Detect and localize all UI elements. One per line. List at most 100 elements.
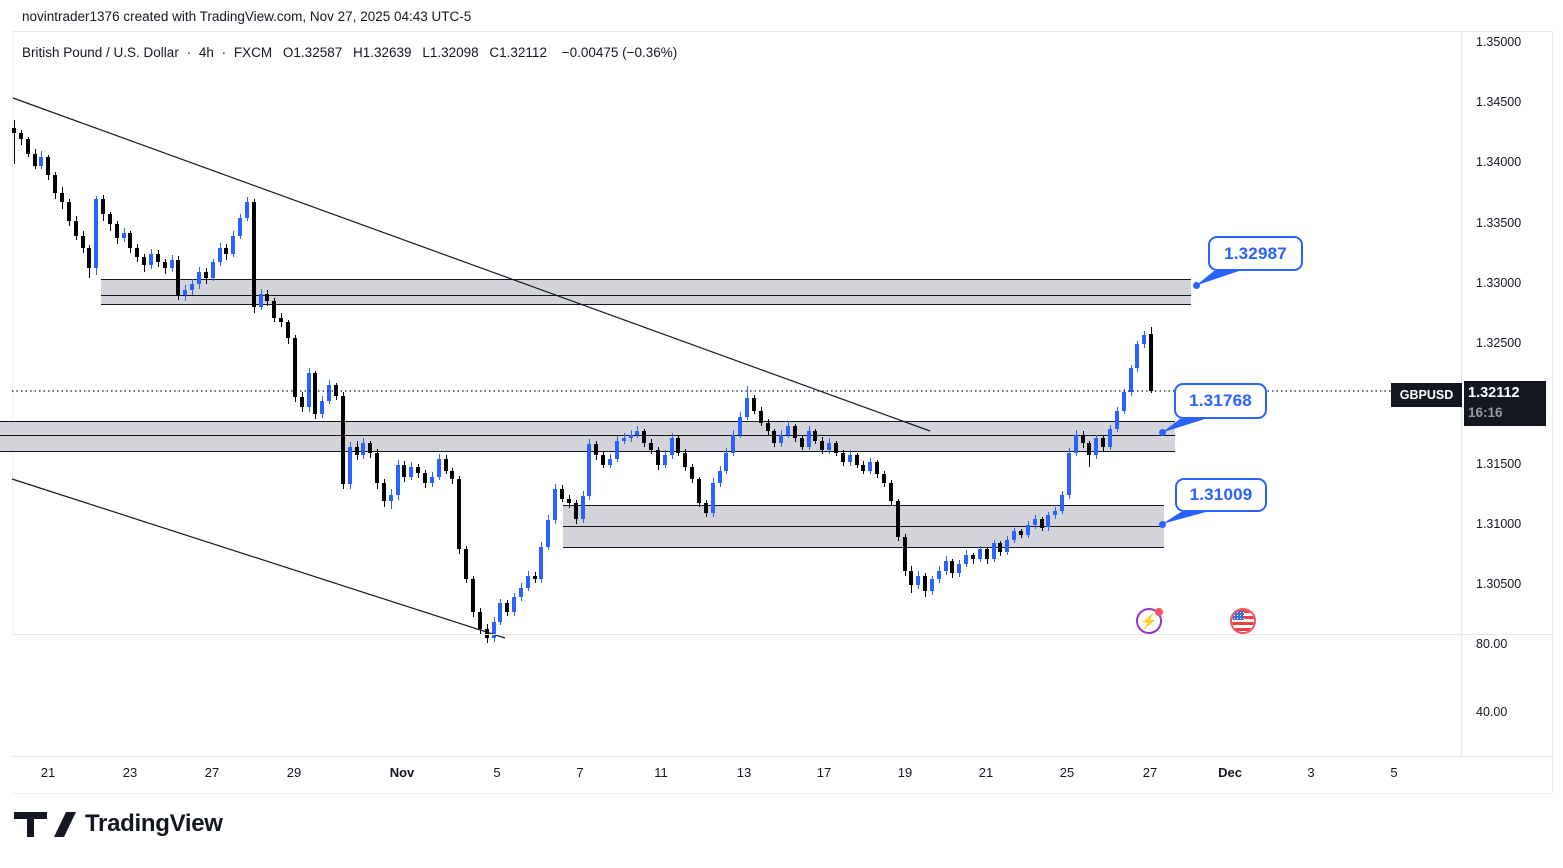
candle-body: [697, 479, 701, 504]
candle-body: [334, 385, 338, 397]
candle-body: [752, 398, 756, 411]
candle-body: [930, 579, 934, 592]
price-axis-label: 1.30500: [1476, 577, 1522, 592]
time-axis-label: 27: [1142, 765, 1158, 780]
candle-body: [245, 201, 249, 218]
notification-dot-icon: [1155, 608, 1163, 616]
candle-body: [224, 247, 228, 254]
candle-body: [553, 488, 557, 521]
chart-legend[interactable]: British Pound / U.S. Dollar · 4h · FXCM …: [22, 45, 681, 60]
candle-body: [478, 611, 482, 629]
candle-body: [471, 579, 475, 612]
candle-body: [1012, 531, 1016, 540]
price-axis-label: 1.31500: [1476, 456, 1522, 471]
candle-body: [313, 373, 317, 415]
price-callout-label[interactable]: 1.31009: [1175, 478, 1267, 512]
candle-body: [156, 253, 160, 263]
time-axis-label: 13: [736, 765, 752, 780]
economic-event-marker-us-flag[interactable]: [1230, 608, 1256, 634]
candle-body: [724, 452, 728, 471]
flag-canton: [1233, 611, 1244, 620]
candle-body: [807, 431, 811, 447]
legend-change: −0.00475 (−0.36%): [561, 45, 678, 60]
callout-anchor-dot[interactable]: [1192, 281, 1200, 289]
candle-body: [368, 443, 372, 453]
candle-body: [779, 434, 783, 444]
candle-body: [1074, 434, 1078, 453]
candle-body: [759, 410, 763, 423]
candle-body: [875, 462, 879, 475]
price-axis-label: 1.32500: [1476, 336, 1522, 351]
candle-body: [94, 199, 98, 269]
candle-body: [594, 444, 598, 456]
candle-body: [450, 470, 454, 480]
pane-divider: [12, 634, 1552, 635]
candle-body: [574, 503, 578, 520]
candle-body: [957, 563, 961, 574]
price-axis-label: 1.34500: [1476, 95, 1522, 109]
candle-body: [622, 438, 626, 441]
candle-body: [60, 193, 64, 202]
plot-left-border: [12, 31, 13, 637]
candle-body: [649, 443, 653, 451]
legend-high: H1.32639: [353, 45, 412, 60]
price-axis-label: 1.35000: [1476, 34, 1522, 49]
candle-body: [423, 473, 427, 483]
time-axis-label: 29: [286, 765, 302, 780]
tradingview-logo[interactable]: TradingView: [14, 810, 223, 838]
time-axis-label: 7: [576, 765, 584, 780]
candle-body: [635, 431, 639, 435]
legend-separator-2: ·: [221, 45, 227, 60]
candle-body: [587, 444, 591, 497]
economic-event-marker-lightning[interactable]: ⚡: [1136, 608, 1163, 634]
candle-body: [492, 621, 496, 639]
price-axis-label: 1.33000: [1476, 275, 1522, 290]
candle-body: [526, 575, 530, 588]
current-price-value: 1.32112: [1468, 385, 1520, 401]
candle-body: [1067, 452, 1071, 495]
candle-body: [327, 385, 331, 401]
candle-body: [1108, 428, 1112, 447]
callout-tail: [1196, 271, 1239, 286]
candle-body: [272, 300, 276, 318]
candle-body: [265, 293, 269, 301]
candle-body: [663, 455, 667, 465]
chart-right-border: [1552, 31, 1553, 793]
candle-body: [608, 458, 612, 465]
candle-body: [683, 452, 687, 468]
candle-body: [115, 223, 119, 239]
candle-body: [320, 400, 324, 415]
candle-body: [12, 128, 16, 134]
time-axis-label: 27: [204, 765, 220, 780]
candle-body: [67, 201, 71, 222]
candle-body: [375, 452, 379, 483]
candle-body: [786, 426, 790, 435]
candle-body: [896, 500, 900, 538]
candle-body: [1142, 334, 1146, 345]
candle-body: [505, 603, 509, 612]
candle-body: [998, 543, 1002, 552]
candle-body: [992, 543, 996, 559]
price-callout-label[interactable]: 1.32987: [1208, 236, 1303, 271]
candle-body: [409, 467, 413, 477]
candle-body: [33, 153, 37, 166]
candle-body: [279, 317, 283, 323]
price-zone-rectangle[interactable]: [101, 279, 1191, 305]
candle-body: [676, 438, 680, 453]
price-callout-label[interactable]: 1.31768: [1174, 383, 1267, 419]
candle-body: [286, 322, 290, 339]
callout-tail: [1162, 512, 1206, 525]
candle-body: [690, 467, 694, 480]
candle-body: [1129, 368, 1133, 393]
candle-body: [252, 201, 256, 307]
candle-body: [348, 446, 352, 485]
candle-body: [711, 482, 715, 514]
time-axis-label: 17: [816, 765, 832, 780]
candle-body: [87, 247, 91, 269]
callout-anchor-dot[interactable]: [1158, 520, 1166, 528]
time-axis-label: 5: [1390, 765, 1398, 780]
candle-body: [163, 262, 167, 269]
callout-anchor-dot[interactable]: [1158, 428, 1166, 436]
